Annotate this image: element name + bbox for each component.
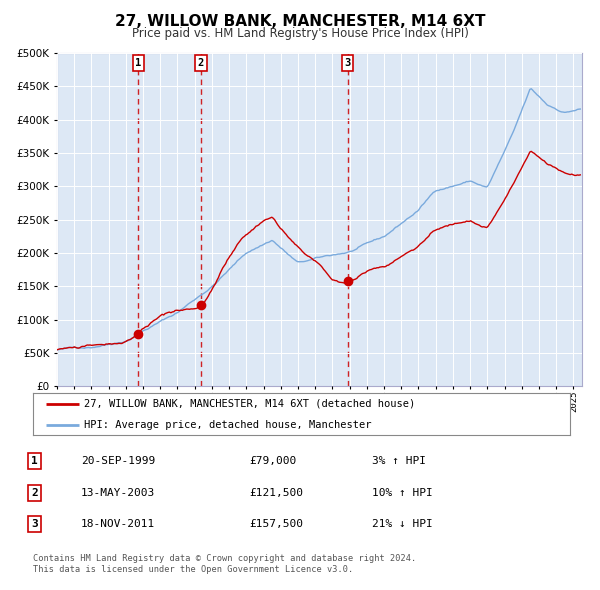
Text: 3% ↑ HPI: 3% ↑ HPI: [372, 457, 426, 466]
Text: HPI: Average price, detached house, Manchester: HPI: Average price, detached house, Manc…: [84, 420, 371, 430]
Text: 2: 2: [198, 58, 204, 68]
Text: 27, WILLOW BANK, MANCHESTER, M14 6XT: 27, WILLOW BANK, MANCHESTER, M14 6XT: [115, 14, 485, 30]
Text: £79,000: £79,000: [249, 457, 296, 466]
Text: Price paid vs. HM Land Registry's House Price Index (HPI): Price paid vs. HM Land Registry's House …: [131, 27, 469, 40]
Text: 2: 2: [31, 488, 38, 497]
Text: This data is licensed under the Open Government Licence v3.0.: This data is licensed under the Open Gov…: [33, 565, 353, 574]
Text: £121,500: £121,500: [249, 488, 303, 497]
Text: Contains HM Land Registry data © Crown copyright and database right 2024.: Contains HM Land Registry data © Crown c…: [33, 554, 416, 563]
Text: 27, WILLOW BANK, MANCHESTER, M14 6XT (detached house): 27, WILLOW BANK, MANCHESTER, M14 6XT (de…: [84, 399, 415, 408]
Text: £157,500: £157,500: [249, 519, 303, 529]
Text: 18-NOV-2011: 18-NOV-2011: [81, 519, 155, 529]
Text: 3: 3: [31, 519, 38, 529]
Text: 10% ↑ HPI: 10% ↑ HPI: [372, 488, 433, 497]
Text: 1: 1: [135, 58, 142, 68]
Text: 21% ↓ HPI: 21% ↓ HPI: [372, 519, 433, 529]
Text: 3: 3: [344, 58, 350, 68]
Text: 20-SEP-1999: 20-SEP-1999: [81, 457, 155, 466]
Text: 13-MAY-2003: 13-MAY-2003: [81, 488, 155, 497]
Text: 1: 1: [31, 457, 38, 466]
